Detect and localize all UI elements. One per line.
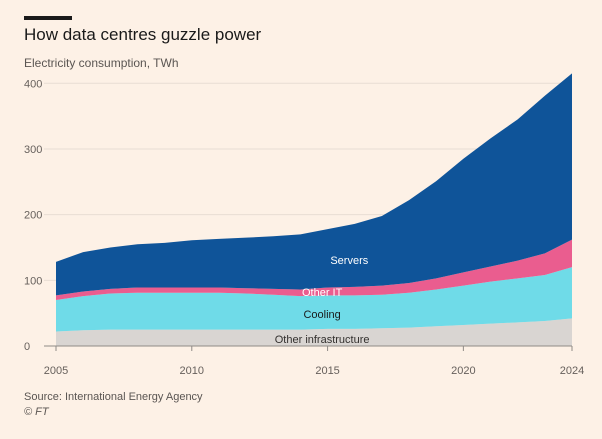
label-other-it: Other IT — [302, 287, 343, 299]
x-tick-2020: 2020 — [451, 365, 475, 377]
chart-title: How data centres guzzle power — [24, 25, 262, 44]
label-other-infrastructure: Other infrastructure — [275, 334, 370, 346]
chart-subtitle: Electricity consumption, TWh — [24, 56, 179, 70]
y-tick-400: 400 — [24, 78, 42, 90]
area-other-infrastructure — [56, 318, 572, 346]
y-tick-0: 0 — [24, 341, 30, 353]
area-cooling — [56, 267, 572, 332]
y-axis-ticks: 0 100 200 300 400 — [24, 78, 42, 353]
y-tick-100: 100 — [24, 275, 42, 287]
x-tick-2010: 2010 — [180, 365, 204, 377]
y-tick-300: 300 — [24, 144, 42, 156]
area-servers — [56, 73, 572, 296]
x-tick-2024: 2024 — [560, 365, 584, 377]
area-labels: Servers Other IT Cooling Other infrastructu… — [275, 255, 370, 346]
x-tick-2005: 2005 — [44, 365, 68, 377]
x-axis-ticks: 2005 2010 2015 2020 2024 — [44, 346, 584, 377]
y-tick-200: 200 — [24, 210, 42, 222]
x-tick-2015: 2015 — [315, 365, 339, 377]
stacked-areas — [44, 73, 572, 347]
label-servers: Servers — [330, 255, 368, 267]
credit-note: © FT — [24, 406, 49, 418]
source-note: Source: International Energy Agency — [24, 391, 203, 403]
title-accent-bar — [24, 16, 72, 20]
label-cooling: Cooling — [303, 309, 340, 321]
area-other-it — [56, 239, 572, 301]
